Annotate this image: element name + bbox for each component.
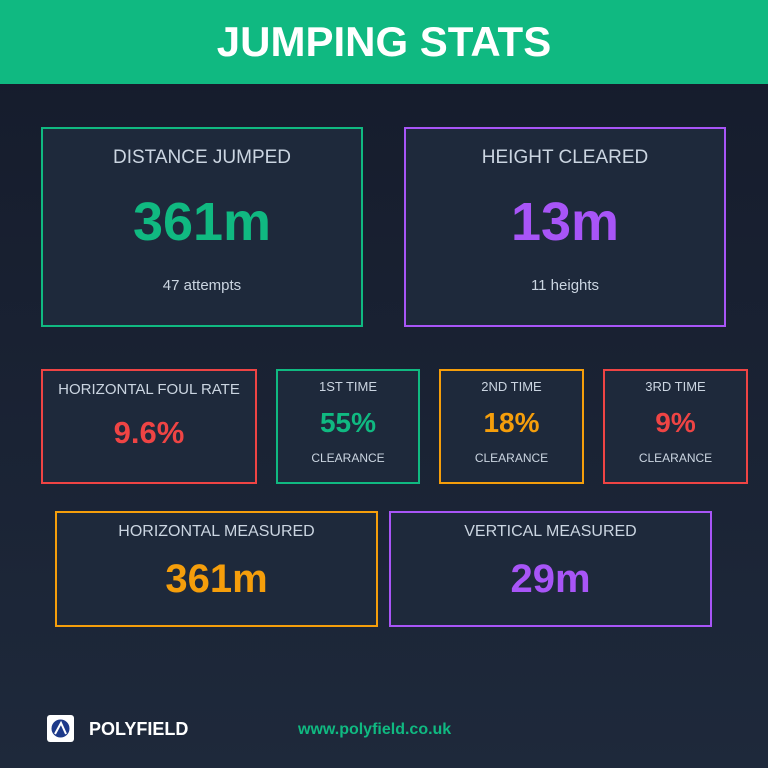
card: 1ST TIME 55% CLEARANCE: [276, 369, 420, 484]
card-label: 2ND TIME: [481, 379, 542, 394]
card-value: 361m: [132, 192, 272, 252]
card: DISTANCE JUMPED 361m 47 attempts: [41, 127, 363, 327]
card-value: 9.6%: [113, 415, 185, 450]
card-label: VERTICAL MEASURED: [464, 523, 637, 540]
title: JUMPING STATS: [216, 18, 552, 65]
card-label: HORIZONTAL FOUL RATE: [58, 381, 240, 398]
card: HORIZONTAL MEASURED 361m: [55, 511, 378, 627]
card-label: 1ST TIME: [318, 379, 378, 394]
card-value: 55%: [319, 407, 377, 438]
card-value: 13m: [510, 192, 620, 252]
card: HORIZONTAL FOUL RATE 9.6%: [41, 369, 257, 484]
card-note: CLEARANCE: [311, 451, 385, 465]
brand: POLYFIELD: [89, 719, 189, 739]
card: VERTICAL MEASURED 29m: [389, 511, 712, 627]
card-value: 9%: [655, 407, 696, 438]
card-value: 18%: [483, 407, 540, 438]
card: HEIGHT CLEARED 13m 11 heights: [404, 127, 726, 327]
card-label: DISTANCE JUMPED: [112, 147, 292, 168]
card-label: 3RD TIME: [645, 379, 706, 394]
card-note: 47 attempts: [162, 277, 242, 294]
url: www.polyfield.co.uk: [298, 721, 452, 738]
card-note: CLEARANCE: [638, 451, 713, 465]
card: 2ND TIME 18% CLEARANCE: [439, 369, 584, 484]
card-label: HEIGHT CLEARED: [481, 147, 649, 168]
card-value: 361m: [165, 557, 268, 601]
logo-icon: [51, 719, 70, 738]
header: JUMPING STATS: [0, 0, 768, 84]
card-label: HORIZONTAL MEASURED: [118, 523, 315, 540]
card-note: CLEARANCE: [474, 451, 549, 465]
card-note: 11 heights: [530, 277, 600, 294]
card: 3RD TIME 9% CLEARANCE: [603, 369, 748, 484]
card-value: 29m: [510, 557, 591, 601]
logo: [47, 715, 74, 742]
